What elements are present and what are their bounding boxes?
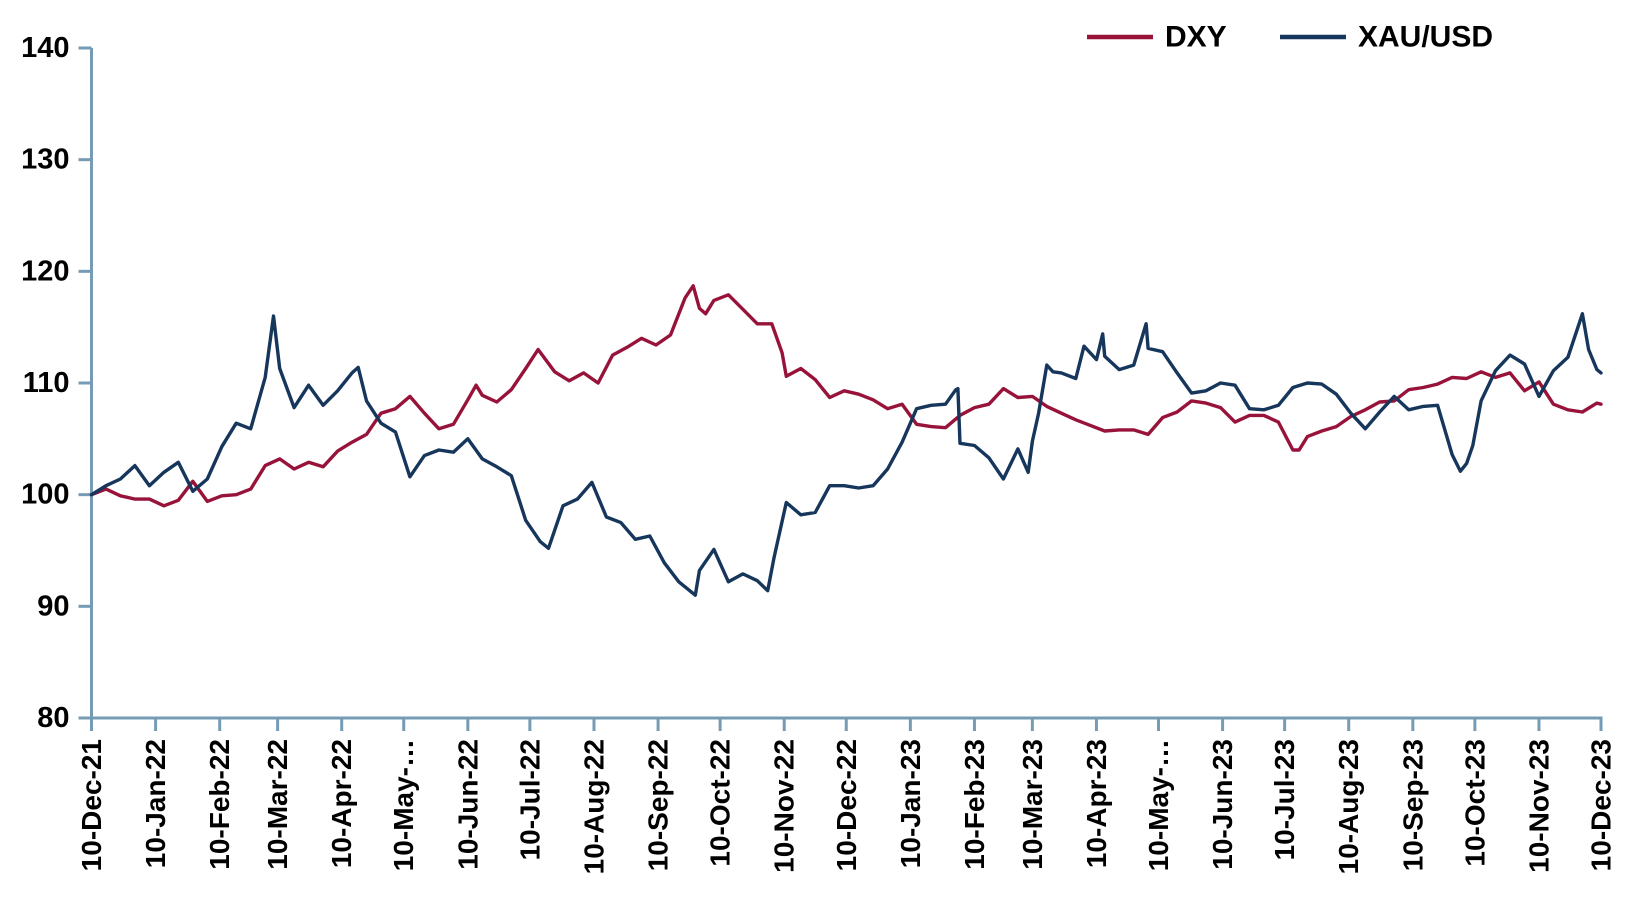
x-tick-label: 10-Dec-23 — [1586, 739, 1617, 871]
x-tick-label: 10-Nov-22 — [769, 739, 800, 873]
x-tick-label: 10-Jun-23 — [1207, 739, 1238, 870]
legend-label-xau-usd: XAU/USD — [1358, 21, 1493, 54]
x-tick-label: 10-Jul-23 — [1269, 739, 1300, 860]
legend-item-dxy: DXY — [1087, 21, 1227, 54]
y-tick-label: 130 — [21, 144, 69, 176]
x-tick-label: 10-Dec-22 — [831, 739, 862, 871]
y-tick-label: 110 — [23, 367, 70, 399]
x-tick-label: 10-Jul-22 — [514, 739, 545, 860]
x-tick-label: 10-Jun-22 — [452, 739, 483, 870]
x-tick-label: 10-Aug-23 — [1333, 739, 1364, 874]
y-tick-label: 120 — [21, 255, 69, 287]
x-tick-label: 10-Feb-23 — [959, 739, 990, 870]
y-tick-label: 140 — [21, 32, 69, 64]
x-tick-label: 10-May-… — [388, 739, 419, 871]
x-tick-label: 10-Sep-23 — [1397, 739, 1428, 871]
y-tick-label: 90 — [37, 590, 69, 622]
y-tick-label: 100 — [21, 479, 69, 511]
x-tick-label: 10-Aug-22 — [578, 739, 609, 874]
x-tick-label: 10-Sep-22 — [643, 739, 674, 871]
x-tick-label: 10-Mar-22 — [262, 739, 293, 870]
x-tick-label: 10-Dec-21 — [76, 739, 107, 871]
series-line-dxy — [89, 284, 1603, 508]
x-tick-label: 10-Apr-23 — [1081, 739, 1112, 868]
x-tick-label: 10-Oct-22 — [705, 739, 736, 867]
x-tick-label: 10-Oct-23 — [1459, 739, 1490, 867]
x-tick-label: 10-Mar-23 — [1017, 739, 1048, 870]
x-tick-label: 10-May-… — [1143, 739, 1174, 871]
y-tick-label: 80 — [37, 702, 69, 734]
legend: DXY XAU/USD — [1087, 21, 1493, 54]
axes: 80 90 100 110 120 130 140 10-Dec-21 10-Jan-22 10-… — [21, 32, 1616, 874]
legend-label-dxy: DXY — [1165, 21, 1227, 54]
legend-item-xau-usd: XAU/USD — [1280, 21, 1493, 54]
x-tick-label: 10-Feb-22 — [204, 739, 235, 870]
x-tick-label: 10-Jan-22 — [140, 739, 171, 868]
series-line-xau-usd — [89, 312, 1603, 597]
x-tick-label: 10-Jan-23 — [895, 739, 926, 868]
x-tick-label: 10-Apr-22 — [326, 739, 357, 868]
x-tick-label: 10-Nov-23 — [1523, 739, 1554, 873]
